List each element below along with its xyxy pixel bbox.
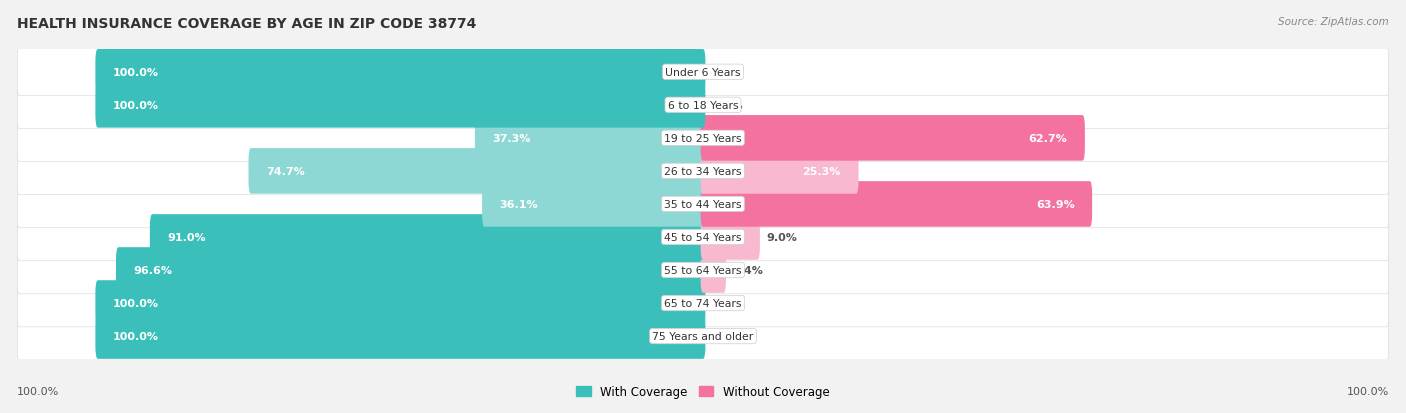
FancyBboxPatch shape (17, 313, 1389, 360)
FancyBboxPatch shape (17, 247, 1389, 294)
Text: 3.4%: 3.4% (733, 265, 763, 275)
FancyBboxPatch shape (475, 116, 706, 161)
Text: 37.3%: 37.3% (492, 133, 531, 144)
Text: 19 to 25 Years: 19 to 25 Years (664, 133, 742, 144)
FancyBboxPatch shape (700, 215, 759, 260)
Text: 26 to 34 Years: 26 to 34 Years (664, 166, 742, 176)
Text: 0.0%: 0.0% (711, 101, 742, 111)
FancyBboxPatch shape (700, 182, 1092, 227)
FancyBboxPatch shape (700, 149, 859, 194)
Text: 55 to 64 Years: 55 to 64 Years (664, 265, 742, 275)
Text: 100.0%: 100.0% (112, 298, 159, 308)
FancyBboxPatch shape (17, 280, 1389, 327)
Text: 62.7%: 62.7% (1029, 133, 1067, 144)
Text: 91.0%: 91.0% (167, 233, 207, 242)
FancyBboxPatch shape (96, 280, 706, 326)
Text: HEALTH INSURANCE COVERAGE BY AGE IN ZIP CODE 38774: HEALTH INSURANCE COVERAGE BY AGE IN ZIP … (17, 17, 477, 31)
FancyBboxPatch shape (17, 49, 1389, 96)
Text: 25.3%: 25.3% (803, 166, 841, 176)
Text: 63.9%: 63.9% (1036, 199, 1074, 209)
Text: 36.1%: 36.1% (499, 199, 538, 209)
Text: 35 to 44 Years: 35 to 44 Years (664, 199, 742, 209)
Text: 100.0%: 100.0% (1347, 387, 1389, 396)
Text: 0.0%: 0.0% (711, 331, 742, 341)
Text: Source: ZipAtlas.com: Source: ZipAtlas.com (1278, 17, 1389, 26)
Text: 6 to 18 Years: 6 to 18 Years (668, 101, 738, 111)
FancyBboxPatch shape (700, 116, 1085, 161)
FancyBboxPatch shape (249, 149, 706, 194)
FancyBboxPatch shape (17, 148, 1389, 195)
Text: 45 to 54 Years: 45 to 54 Years (664, 233, 742, 242)
Text: 100.0%: 100.0% (112, 101, 159, 111)
Text: 100.0%: 100.0% (17, 387, 59, 396)
FancyBboxPatch shape (17, 82, 1389, 129)
FancyBboxPatch shape (17, 115, 1389, 162)
Text: 0.0%: 0.0% (711, 68, 742, 78)
Text: 0.0%: 0.0% (711, 298, 742, 308)
FancyBboxPatch shape (96, 313, 706, 359)
Text: 9.0%: 9.0% (766, 233, 797, 242)
Text: 65 to 74 Years: 65 to 74 Years (664, 298, 742, 308)
Text: 96.6%: 96.6% (134, 265, 173, 275)
FancyBboxPatch shape (17, 214, 1389, 261)
FancyBboxPatch shape (482, 182, 706, 227)
Text: Under 6 Years: Under 6 Years (665, 68, 741, 78)
Text: 100.0%: 100.0% (112, 68, 159, 78)
FancyBboxPatch shape (115, 248, 706, 293)
FancyBboxPatch shape (96, 83, 706, 128)
FancyBboxPatch shape (17, 181, 1389, 228)
Legend: With Coverage, Without Coverage: With Coverage, Without Coverage (572, 381, 834, 403)
FancyBboxPatch shape (96, 50, 706, 95)
Text: 100.0%: 100.0% (112, 331, 159, 341)
Text: 74.7%: 74.7% (266, 166, 305, 176)
Text: 75 Years and older: 75 Years and older (652, 331, 754, 341)
FancyBboxPatch shape (700, 248, 725, 293)
FancyBboxPatch shape (150, 215, 706, 260)
